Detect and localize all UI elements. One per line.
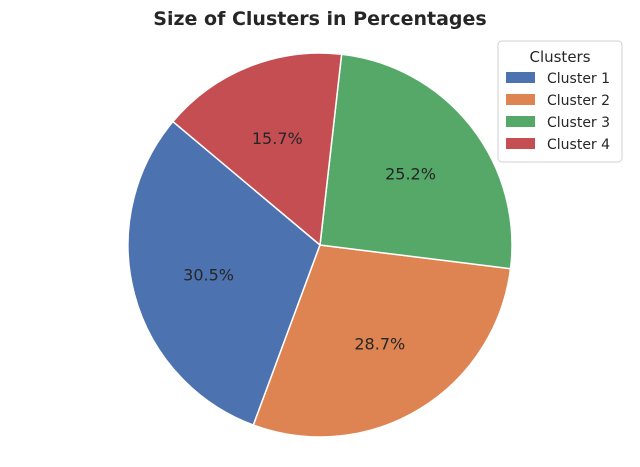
legend-label-3: Cluster 3 — [547, 115, 610, 131]
legend-swatch-4 — [506, 138, 535, 149]
legend-frame — [497, 40, 623, 163]
legend-swatch-3 — [506, 116, 535, 127]
pie-percentage-label-1: 30.5% — [183, 266, 234, 285]
pie-percentage-label-4: 15.7% — [252, 129, 303, 148]
legend-label-4: Cluster 4 — [547, 137, 610, 153]
pie-percentage-label-3: 25.2% — [385, 165, 436, 184]
pie-percentage-label-2: 28.7% — [354, 334, 405, 353]
pie-slices — [127, 52, 513, 438]
legend-items: Cluster 1 Cluster 2 Cluster 3 Cluster 4 — [506, 71, 610, 153]
legend-label-1: Cluster 1 — [547, 71, 610, 87]
legend-swatch-1 — [506, 72, 535, 83]
legend-swatch-2 — [506, 94, 535, 105]
pie-slice-4 — [171, 52, 343, 247]
legend-title: Clusters — [529, 48, 590, 66]
chart-title: Size of Clusters in Percentages — [153, 8, 486, 30]
pie-percentage-labels: 30.5% 28.7% 25.2% 15.7% — [183, 129, 436, 353]
legend-label-2: Cluster 2 — [547, 93, 610, 109]
pie-slice-3 — [319, 53, 513, 270]
pie-slice-2 — [252, 244, 512, 438]
pie-slice-1 — [127, 120, 321, 427]
